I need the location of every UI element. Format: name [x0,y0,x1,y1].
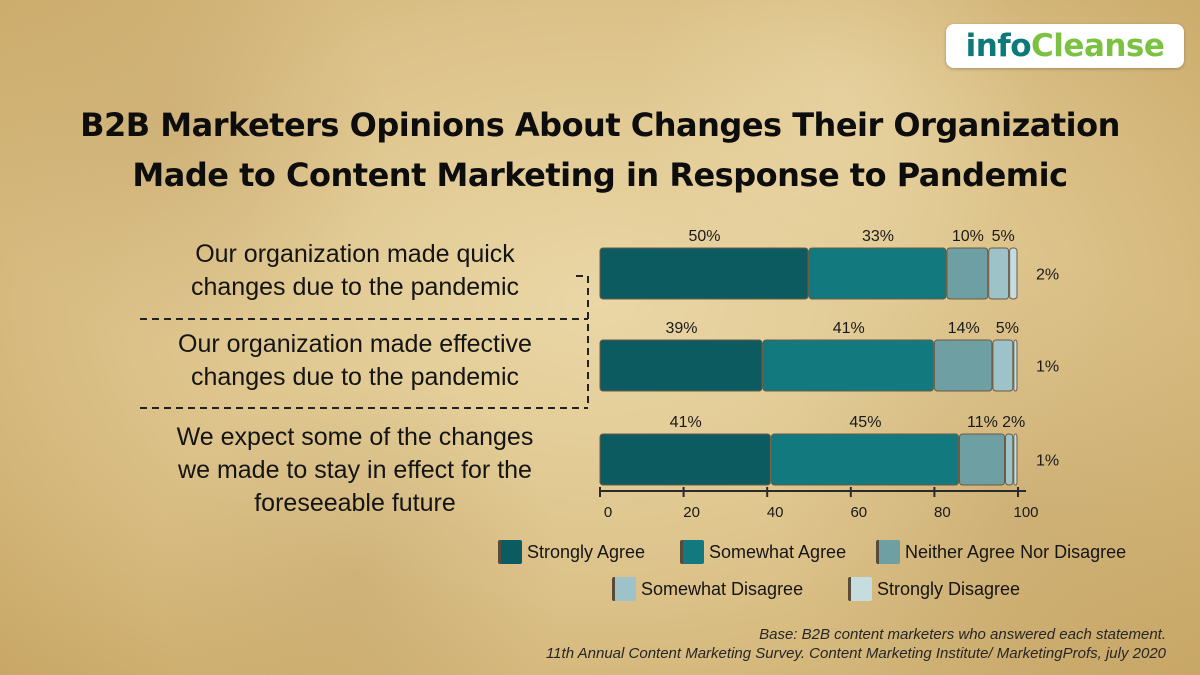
legend-label: Strongly Disagree [877,578,1021,599]
legend-swatch [612,577,636,601]
bar-segment [808,247,947,300]
x-tick-label: 40 [767,504,784,521]
statement-3-line-1: We expect some of the changes [176,423,534,451]
data-label: 50% [688,228,720,245]
bar-segment [946,247,989,300]
bar-segment [1013,433,1018,486]
x-tick-label: 0 [604,504,612,521]
legend-swatch [498,540,522,564]
data-label: 2% [1002,414,1025,431]
data-label: 41% [833,320,865,337]
bars-group: 50% 33% 10% 5%2%39% 41% 14% 5%1%41% 45% 11% 2%1% [599,228,1059,486]
bar-segment [1004,433,1014,486]
legend-item-strongly-disagree: Strongly Disagree [848,577,1020,601]
bar-segment [992,339,1014,392]
statement-1-line-2: changes due to the pandemic [190,273,519,301]
statement-2-line-2: changes due to the pandemic [190,363,519,391]
legend-item-neither: Neither Agree Nor Disagree [876,540,1126,564]
data-label: 14% [948,320,980,337]
legend-swatch [876,540,900,564]
x-axis: 0 20 40 60 80 100 [599,487,1039,521]
bar-segment [762,339,934,392]
data-label: 11% [967,414,998,431]
bar-segment [599,247,809,300]
x-tick-label: 20 [683,504,700,521]
statement-1-line-1: Our organization made quick [195,240,515,268]
statement-2: Our organization made effective changes … [130,328,580,394]
bar-segment [958,433,1005,486]
bar-segment [1013,339,1018,392]
footnote-base: Base: B2B content marketers who answered… [759,626,1166,643]
data-label: 2% [1036,267,1059,284]
dashed-separators [140,275,589,409]
footnote-source: 11th Annual Content Marketing Survey. Co… [545,645,1166,662]
data-label: 41% [670,414,702,431]
statement-3-line-2: we made to stay in effect for the [178,456,532,484]
bar-segment [1009,247,1018,300]
data-label: 1% [1036,359,1059,376]
chart-title-line-2: Made to Content Marketing in Response to… [132,156,1068,194]
data-label: 45% [849,414,881,431]
legend-swatch [680,540,704,564]
data-label: 10% [952,228,984,245]
logo-text-info: info [965,28,1032,64]
x-tick-label: 80 [934,504,951,521]
legend-label: Neither Agree Nor Disagree [905,541,1127,562]
legend-item-strongly-agree: Strongly Agree [498,540,645,564]
bar-segment [599,433,771,486]
data-label: 33% [862,228,894,245]
logo-text-cleanse: Cleanse [1031,28,1165,64]
legend-item-somewhat-disagree: Somewhat Disagree [612,577,803,601]
statement-3: We expect some of the changes we made to… [130,421,580,520]
legend-label: Somewhat Disagree [641,578,804,599]
legend-label: Strongly Agree [527,541,646,562]
chart-title-line-1: B2B Marketers Opinions About Changes The… [80,106,1120,144]
statement-1: Our organization made quick changes due … [130,238,580,304]
x-tick-label: 100 [1013,504,1038,521]
statement-3-line-3: foreseeable future [254,489,456,517]
bar-segment [933,339,993,392]
bar-segment [770,433,959,486]
data-label: 5% [996,320,1019,337]
data-label: 1% [1036,453,1059,470]
x-tick-label: 60 [850,504,867,521]
data-label: 5% [992,228,1015,245]
legend-swatch [848,577,872,601]
bar-segment [599,339,763,392]
data-label: 39% [665,320,697,337]
legend-item-somewhat-agree: Somewhat Agree [680,540,846,564]
statement-2-line-1: Our organization made effective [178,330,532,358]
infocleanse-logo: info Cleanse [946,24,1184,68]
legend-label: Somewhat Agree [709,541,847,562]
bar-segment [988,247,1010,300]
